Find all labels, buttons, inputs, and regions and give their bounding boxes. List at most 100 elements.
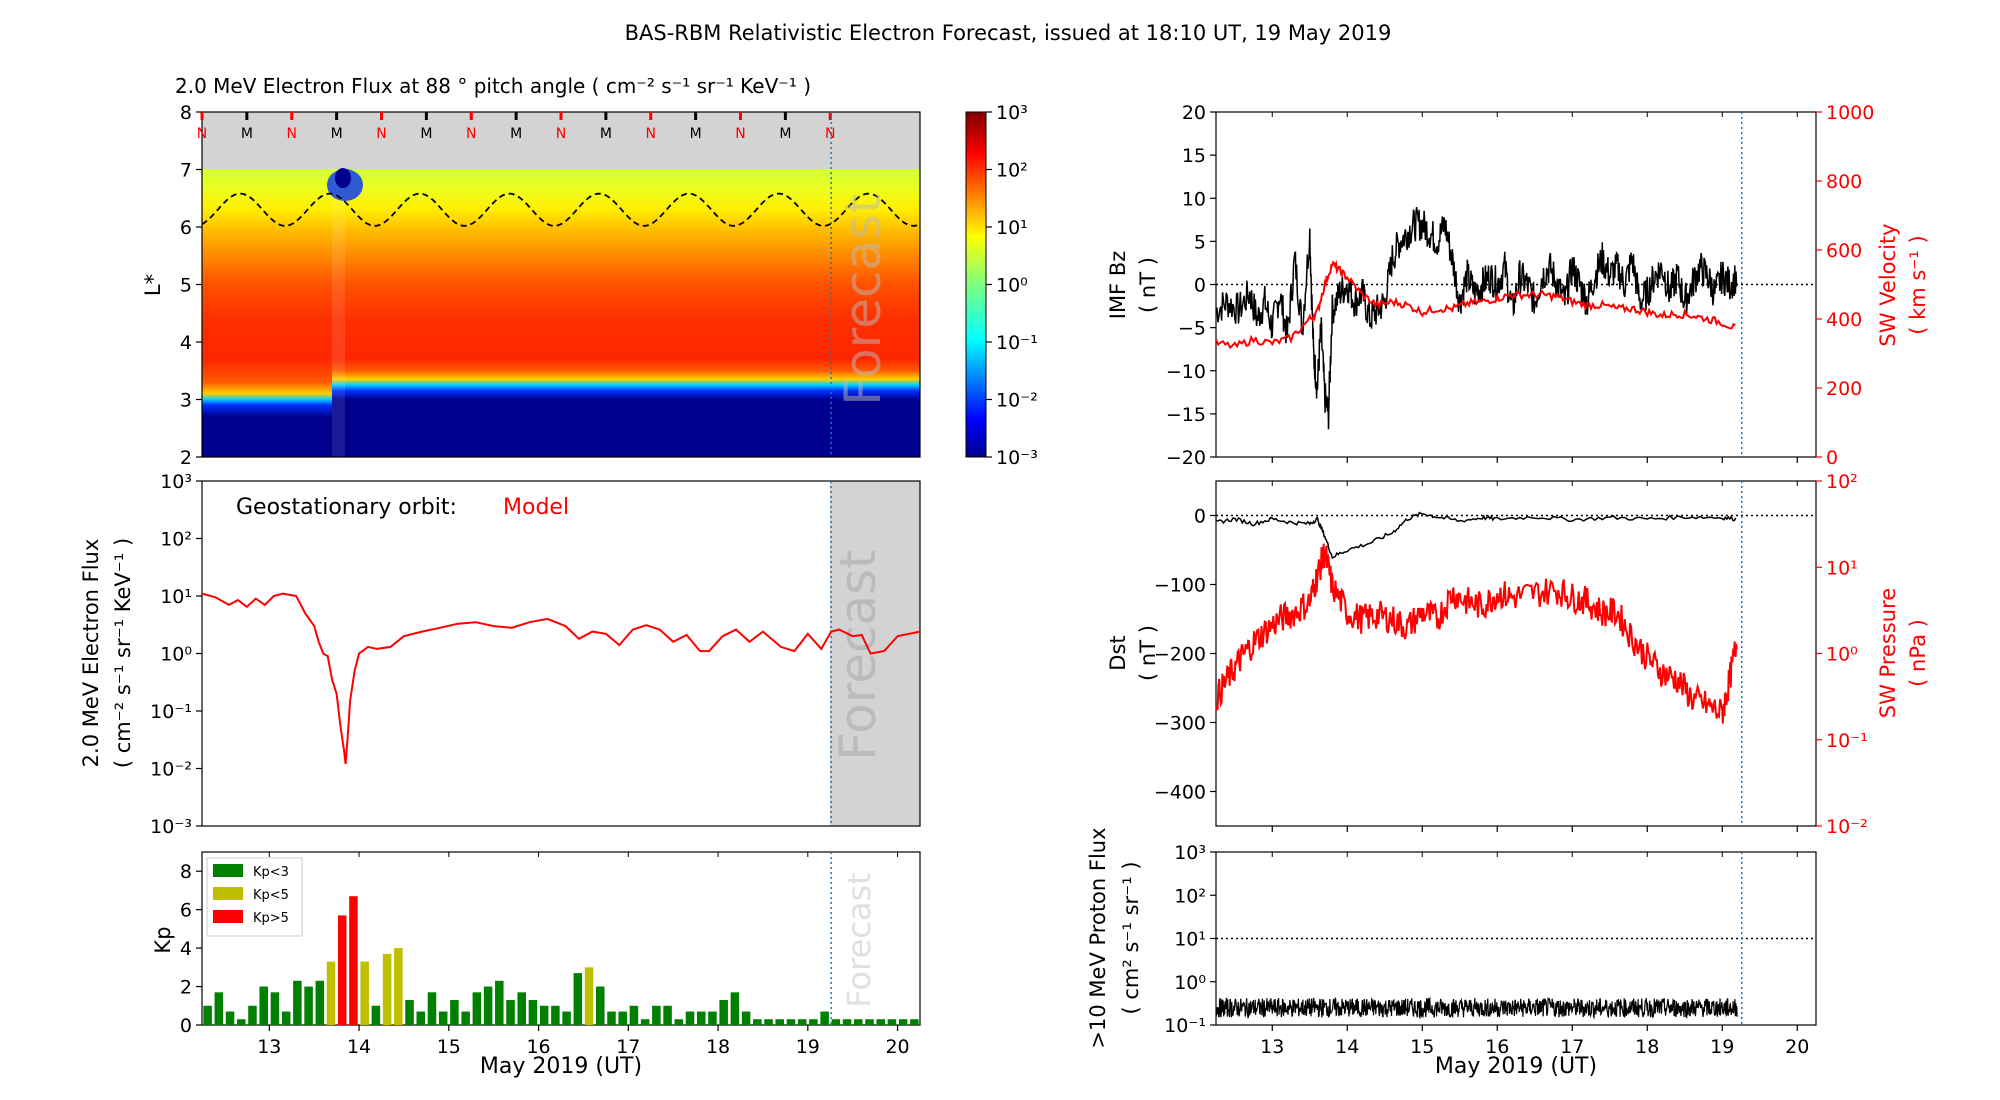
- y-tick-label: 10⁻³: [150, 816, 192, 838]
- sw-pressure-y-axis: 10⁻² 10⁻¹ 10⁰ 10¹ 10²: [1816, 471, 1868, 838]
- kp-bar: [596, 986, 605, 1025]
- y-tick-label: −200: [1154, 644, 1206, 666]
- y-tick-label: 10⁻¹: [1164, 1015, 1206, 1037]
- kp-x-axis: 13 14 15 16 17 18 19 20: [257, 852, 910, 1058]
- y-tick-label: 10⁻¹: [1826, 730, 1868, 752]
- kp-bar: [696, 1011, 706, 1025]
- y-tick-label: 20: [1182, 102, 1206, 124]
- y-tick-label: 10³: [1174, 842, 1206, 864]
- kp-bar: [764, 1019, 773, 1025]
- y-tick-label: 2: [180, 977, 192, 999]
- mn-label: N: [646, 126, 656, 142]
- kp-bar: [461, 1011, 470, 1025]
- kp-bar: [741, 1011, 751, 1025]
- kp-bar: [854, 1019, 863, 1025]
- dst-ylabel-units: ( nT ): [1136, 625, 1160, 681]
- mn-label: M: [420, 126, 432, 142]
- heatmap-y-axis: 2 3 4 5 6 7 8: [180, 102, 202, 469]
- kp-bar: [539, 1005, 549, 1025]
- sw-pressure-ylabel: SW Pressure: [1876, 588, 1900, 718]
- y-tick-label: 6: [180, 217, 192, 239]
- kp-bar: [584, 967, 594, 1025]
- kp-bar: [775, 1019, 785, 1025]
- kp-legend-mid: Kp<5: [253, 888, 289, 903]
- x-tick-label: 20: [885, 1036, 909, 1058]
- kp-bar: [382, 953, 392, 1025]
- proton-x-axis: 13 14 15 16 17 18 19 20: [1260, 852, 1809, 1058]
- imf-x-ticks: [1271, 112, 1798, 463]
- kp-bar: [674, 1019, 684, 1025]
- proton-ylabel: >10 MeV Proton Flux: [1086, 827, 1110, 1048]
- mn-label: N: [287, 126, 297, 142]
- lstar-heatmap-panel: 2.0 MeV Electron Flux at 88 ° pitch angl…: [141, 74, 1038, 469]
- kp-bar: [438, 1011, 448, 1025]
- kp-bar: [360, 961, 369, 1025]
- sw-pressure-units: ( nPa ): [1906, 619, 1930, 687]
- y-tick-label: 10¹: [1826, 557, 1858, 579]
- mn-label: M: [779, 126, 791, 142]
- heatmap-storm-core: [335, 168, 351, 188]
- colorbar-tick-label: 10⁻¹: [996, 332, 1038, 354]
- proton-y-axis: 10⁻¹ 10⁰ 10¹ 10² 10³: [1164, 842, 1216, 1037]
- kp-bar: [719, 1000, 728, 1025]
- sw-velocity-y-axis: 0 200 400 600 800 1000: [1816, 102, 1874, 469]
- y-tick-label: −300: [1154, 713, 1206, 735]
- mn-label: M: [331, 126, 343, 142]
- heatmap-ylabel: L*: [141, 274, 165, 296]
- dst-ylabel: Dst: [1106, 635, 1130, 670]
- y-tick-label: 7: [180, 160, 192, 182]
- kp-bar: [618, 1011, 627, 1025]
- imf-ylabel-units: ( nT ): [1136, 257, 1160, 313]
- kp-bar: [685, 1011, 695, 1025]
- geo-y-axis: 10⁻³ 10⁻² 10⁻¹ 10⁰ 10¹ 10² 10³: [150, 471, 202, 838]
- kp-bar: [562, 1011, 571, 1025]
- x-tick-label: 20: [1785, 1036, 1809, 1058]
- geo-orbit-label: Geostationary orbit:: [236, 495, 457, 520]
- heatmap-forecast-watermark: Forecast: [834, 194, 892, 406]
- imf-bz-line: [1215, 206, 1738, 430]
- kp-xlabel: May 2019 (UT): [480, 1054, 642, 1079]
- kp-bar: [394, 948, 403, 1025]
- y-tick-label: 10²: [160, 529, 192, 551]
- y-tick-label: 200: [1826, 378, 1862, 400]
- heatmap-post-storm: [345, 169, 920, 457]
- heatmap-grey-band: [202, 112, 920, 169]
- colorbar-tick-label: 10⁻²: [996, 390, 1038, 412]
- y-tick-label: 1000: [1826, 102, 1874, 124]
- kp-bar: [506, 1000, 515, 1025]
- kp-bar: [551, 1005, 560, 1025]
- x-tick-label: 15: [437, 1036, 461, 1058]
- mn-label: N: [466, 126, 476, 142]
- y-tick-label: 6: [180, 900, 192, 922]
- y-tick-label: 10⁰: [160, 644, 192, 666]
- kp-bar: [797, 1019, 807, 1025]
- kp-y-axis: 0 2 4 6 8: [180, 861, 202, 1037]
- geo-flux-panel: Forecast Geostationary orbit: Model 10⁻³…: [79, 471, 921, 838]
- sw-velocity-units: ( km s⁻¹ ): [1906, 235, 1930, 334]
- kp-bar: [293, 980, 302, 1025]
- kp-bar: [450, 1000, 459, 1025]
- y-tick-label: 10⁻²: [150, 759, 192, 781]
- y-tick-label: 10⁻²: [1826, 816, 1868, 838]
- proton-flux-line: [1215, 996, 1738, 1020]
- kp-bar: [786, 1019, 796, 1025]
- y-tick-label: 400: [1826, 309, 1862, 331]
- kp-legend-swatch-low: [213, 864, 243, 877]
- y-tick-label: 10⁻¹: [150, 701, 192, 723]
- kp-bar: [495, 980, 504, 1025]
- kp-bar: [753, 1019, 762, 1025]
- mn-label: M: [241, 126, 253, 142]
- geo-frame: [201, 480, 921, 827]
- kp-ylabel: Kp: [151, 926, 175, 953]
- kp-bar: [652, 1005, 661, 1025]
- x-tick-label: 17: [1560, 1036, 1584, 1058]
- y-tick-label: 15: [1182, 145, 1206, 167]
- x-tick-label: 19: [1710, 1036, 1734, 1058]
- y-tick-label: −15: [1166, 404, 1206, 426]
- proton-ylabel-units: ( cm² s⁻¹ sr⁻¹ ): [1119, 861, 1143, 1014]
- y-tick-label: 4: [180, 938, 192, 960]
- kp-frame: [201, 851, 921, 1026]
- y-tick-label: 10²: [1826, 471, 1858, 493]
- kp-bar: [831, 1019, 841, 1025]
- kp-bar: [573, 973, 583, 1025]
